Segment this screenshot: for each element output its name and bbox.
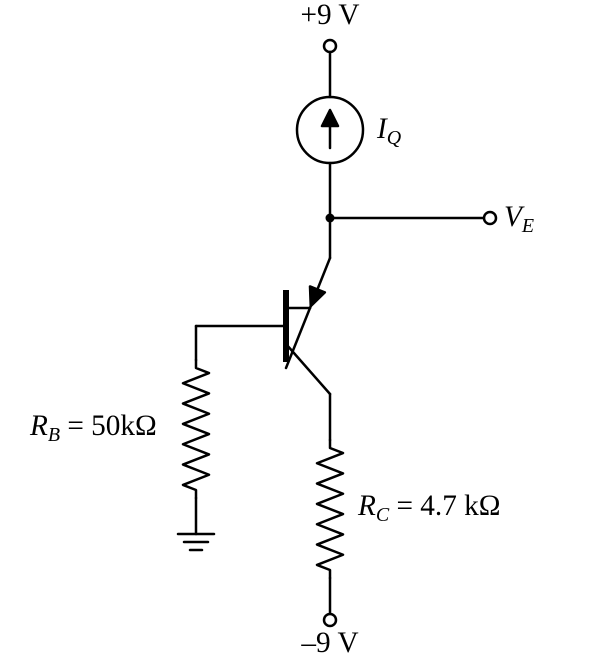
vee-label: –9 V <box>300 627 358 656</box>
rb-label: RB = 50kΩ <box>29 410 157 446</box>
ve-label: VE <box>504 201 534 237</box>
iq-label: IQ <box>376 113 402 149</box>
vcc-label: +9 V <box>300 0 359 31</box>
rc-label: RC = 4.7 kΩ <box>357 490 501 526</box>
circuit-diagram: +9 V IQ VE RB = 50kΩ RC = 4.7 kΩ –9 V <box>0 0 590 656</box>
